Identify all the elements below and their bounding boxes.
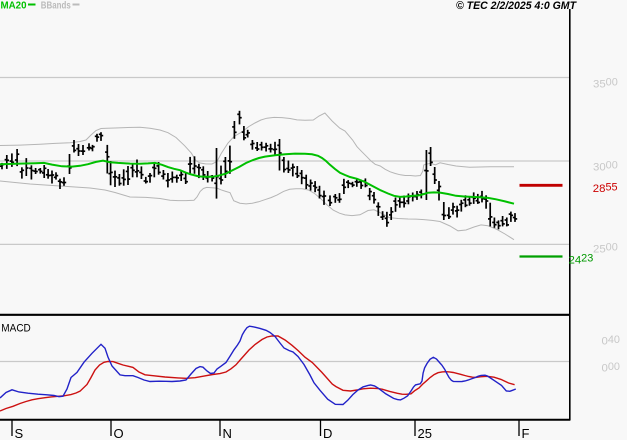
- svg-text:2855: 2855: [593, 181, 618, 195]
- svg-text:25: 25: [418, 426, 432, 440]
- svg-text:BBands: BBands: [41, 0, 71, 12]
- svg-text:MA20: MA20: [1, 0, 27, 12]
- svg-text:2500: 2500: [593, 242, 618, 256]
- svg-text:3500: 3500: [593, 77, 618, 91]
- svg-text:N: N: [223, 426, 232, 440]
- svg-text:000: 000: [602, 361, 620, 375]
- svg-text:3000: 3000: [593, 160, 618, 174]
- svg-text:D: D: [323, 426, 332, 440]
- svg-text:S: S: [15, 426, 24, 440]
- svg-text:2423: 2423: [569, 253, 594, 267]
- svg-text:O: O: [114, 426, 124, 440]
- svg-text:040: 040: [602, 334, 620, 348]
- svg-text:© TEC 2/2/2025 4:0 GMT: © TEC 2/2/2025 4:0 GMT: [456, 0, 577, 12]
- svg-text:MACD: MACD: [1, 322, 31, 334]
- svg-text:F: F: [522, 426, 530, 440]
